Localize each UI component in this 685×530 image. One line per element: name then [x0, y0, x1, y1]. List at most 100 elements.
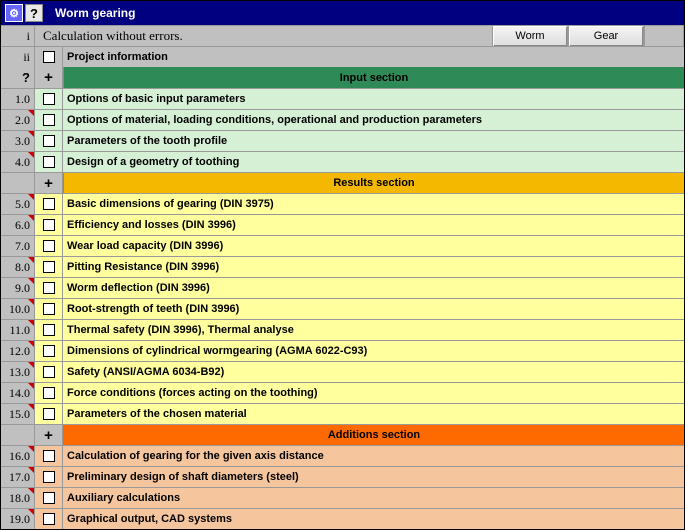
- row-checkbox-cell: [35, 89, 63, 109]
- item-row[interactable]: 3.0 Parameters of the tooth profile: [1, 130, 684, 151]
- row-label: Parameters of the tooth profile: [63, 131, 684, 151]
- row-number: 9.0: [1, 278, 35, 298]
- item-row[interactable]: 2.0Options of material, loading conditio…: [1, 109, 684, 130]
- project-index: ii: [1, 47, 35, 67]
- row-checkbox[interactable]: [43, 282, 55, 294]
- item-row[interactable]: 9.0 Worm deflection (DIN 3996): [1, 277, 684, 298]
- row-label: Worm deflection (DIN 3996): [63, 278, 684, 298]
- row-number: 2.0: [1, 110, 35, 130]
- row-label: Pitting Resistance (DIN 3996): [63, 257, 684, 277]
- section-header-add: +Additions section: [1, 424, 684, 445]
- item-row[interactable]: 4.0 Design of a geometry of toothing: [1, 151, 684, 172]
- row-number: 6.0: [1, 215, 35, 235]
- row-number: 8.0: [1, 257, 35, 277]
- row-checkbox-cell: [35, 404, 63, 424]
- row-checkbox[interactable]: [43, 135, 55, 147]
- row-checkbox[interactable]: [43, 366, 55, 378]
- row-checkbox[interactable]: [43, 492, 55, 504]
- row-label: Design of a geometry of toothing: [63, 152, 684, 172]
- row-label: Dimensions of cylindrical wormgearing (A…: [63, 341, 684, 361]
- worm-button[interactable]: Worm: [492, 26, 568, 46]
- expand-button[interactable]: +: [35, 425, 63, 445]
- gear-button[interactable]: Gear: [568, 26, 644, 46]
- row-label: Basic dimensions of gearing (DIN 3975): [63, 194, 684, 214]
- item-row[interactable]: 11.0Thermal safety (DIN 3996), Thermal a…: [1, 319, 684, 340]
- row-checkbox-cell: [35, 341, 63, 361]
- row-number: 10.0: [1, 299, 35, 319]
- item-row[interactable]: 10.0 Root-strength of teeth (DIN 3996): [1, 298, 684, 319]
- row-checkbox-cell: [35, 446, 63, 466]
- row-number: 19.0: [1, 509, 35, 529]
- row-checkbox-cell: [35, 257, 63, 277]
- item-row[interactable]: 19.0 Graphical output, CAD systems: [1, 508, 684, 529]
- section-q[interactable]: [1, 425, 35, 445]
- row-checkbox[interactable]: [43, 345, 55, 357]
- row-label: Preliminary design of shaft diameters (s…: [63, 467, 684, 487]
- row-label: Calculation of gearing for the given axi…: [63, 446, 684, 466]
- empty-cell: [644, 26, 684, 46]
- row-checkbox-cell: [35, 194, 63, 214]
- row-label: Root-strength of teeth (DIN 3996): [63, 299, 684, 319]
- status-text: Calculation without errors.: [35, 26, 492, 46]
- row-checkbox[interactable]: [43, 387, 55, 399]
- item-row[interactable]: 12.0 Dimensions of cylindrical wormgearin…: [1, 340, 684, 361]
- item-row[interactable]: 13.0Safety (ANSI/AGMA 6034-B92): [1, 361, 684, 382]
- row-checkbox[interactable]: [43, 471, 55, 483]
- row-checkbox[interactable]: [43, 219, 55, 231]
- row-number: 1.0: [1, 89, 35, 109]
- row-number: 16.0: [1, 446, 35, 466]
- expand-button[interactable]: +: [35, 67, 63, 88]
- row-label: Force conditions (forces acting on the t…: [63, 383, 684, 403]
- row-checkbox[interactable]: [43, 513, 55, 525]
- section-q[interactable]: [1, 173, 35, 193]
- row-checkbox-cell: [35, 278, 63, 298]
- item-row[interactable]: 15.0Parameters of the chosen material: [1, 403, 684, 424]
- item-row[interactable]: 18.0Auxiliary calculations: [1, 487, 684, 508]
- row-checkbox[interactable]: [43, 450, 55, 462]
- row-label: Wear load capacity (DIN 3996): [63, 236, 684, 256]
- app-icon[interactable]: ⚙: [5, 4, 23, 22]
- row-checkbox[interactable]: [43, 408, 55, 420]
- row-checkbox[interactable]: [43, 240, 55, 252]
- row-number: 3.0: [1, 131, 35, 151]
- row-number: 13.0: [1, 362, 35, 382]
- row-checkbox-cell: [35, 488, 63, 508]
- row-checkbox-cell: [35, 383, 63, 403]
- project-checkbox[interactable]: [43, 51, 55, 63]
- row-label: Efficiency and losses (DIN 3996): [63, 215, 684, 235]
- status-row: i Calculation without errors. Worm Gear: [1, 25, 684, 46]
- item-row[interactable]: 7.0Wear load capacity (DIN 3996): [1, 235, 684, 256]
- app-window: ⚙ ? Worm gearing i Calculation without e…: [0, 0, 685, 530]
- row-checkbox[interactable]: [43, 114, 55, 126]
- row-label: Parameters of the chosen material: [63, 404, 684, 424]
- help-button[interactable]: ?: [25, 4, 43, 22]
- item-row[interactable]: 16.0 Calculation of gearing for the given…: [1, 445, 684, 466]
- section-title: Input section: [63, 67, 684, 88]
- row-checkbox[interactable]: [43, 261, 55, 273]
- row-checkbox-cell: [35, 509, 63, 529]
- row-checkbox-cell: [35, 152, 63, 172]
- item-row[interactable]: 17.0 Preliminary design of shaft diameter…: [1, 466, 684, 487]
- section-q[interactable]: ?: [1, 67, 35, 88]
- row-number: 17.0: [1, 467, 35, 487]
- status-index: i: [1, 26, 35, 46]
- title-text: Worm gearing: [55, 6, 135, 20]
- section-title: Additions section: [63, 425, 684, 445]
- row-checkbox[interactable]: [43, 156, 55, 168]
- item-row[interactable]: 1.0Options of basic input parameters: [1, 88, 684, 109]
- row-checkbox[interactable]: [43, 198, 55, 210]
- item-row[interactable]: 8.0 Pitting Resistance (DIN 3996): [1, 256, 684, 277]
- item-row[interactable]: 14.0Force conditions (forces acting on t…: [1, 382, 684, 403]
- row-label: Graphical output, CAD systems: [63, 509, 684, 529]
- row-number: 18.0: [1, 488, 35, 508]
- row-number: 12.0: [1, 341, 35, 361]
- row-number: 4.0: [1, 152, 35, 172]
- row-checkbox[interactable]: [43, 324, 55, 336]
- item-row[interactable]: 5.0Basic dimensions of gearing (DIN 3975…: [1, 193, 684, 214]
- expand-button[interactable]: +: [35, 173, 63, 193]
- row-checkbox-cell: [35, 299, 63, 319]
- row-checkbox[interactable]: [43, 93, 55, 105]
- item-row[interactable]: 6.0 Efficiency and losses (DIN 3996): [1, 214, 684, 235]
- row-checkbox-cell: [35, 362, 63, 382]
- row-checkbox[interactable]: [43, 303, 55, 315]
